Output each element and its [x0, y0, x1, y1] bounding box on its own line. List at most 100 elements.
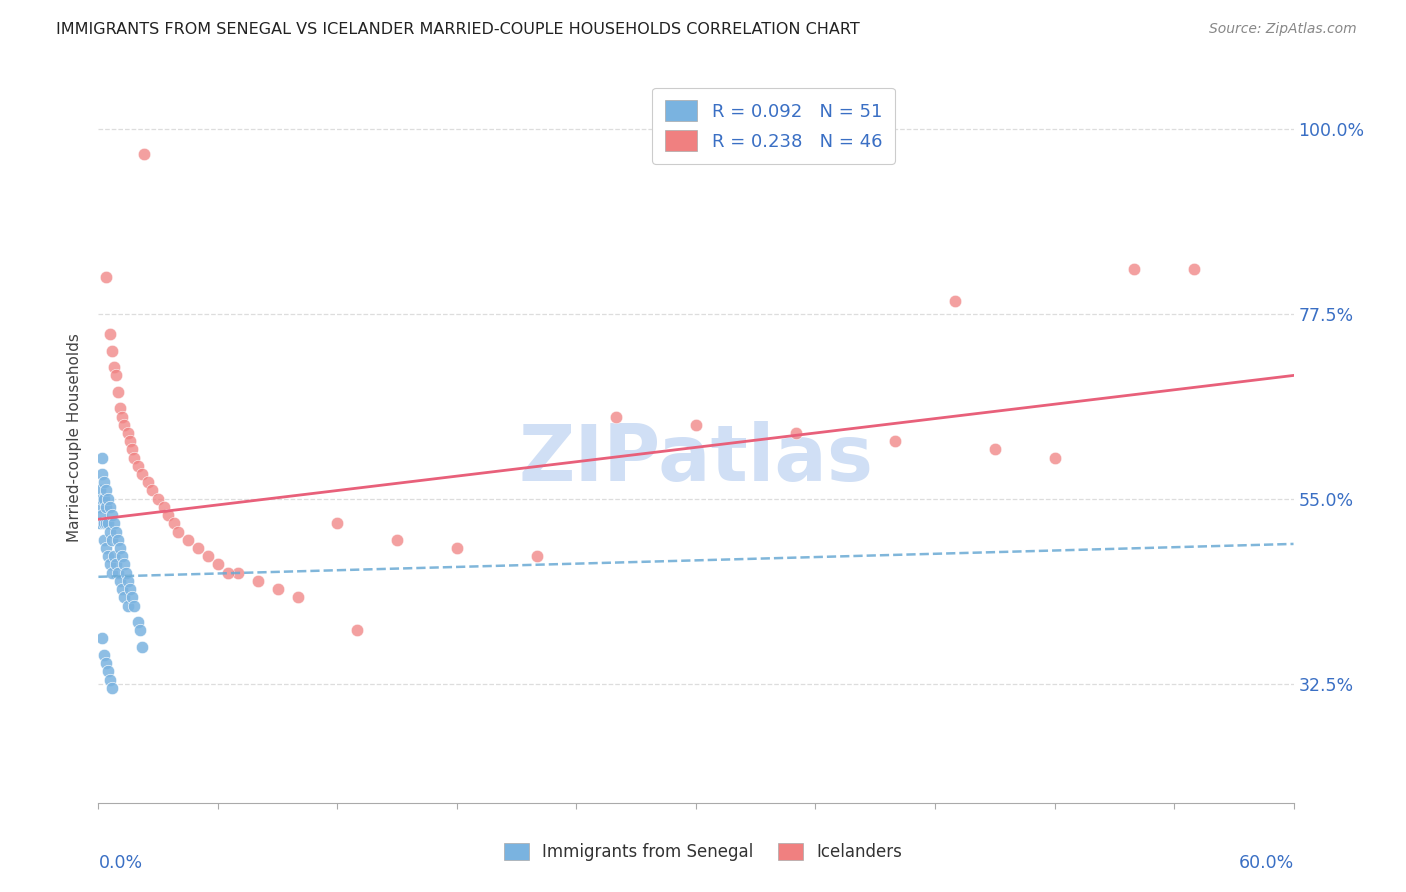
- Point: [117, 599, 139, 613]
- Point: [148, 491, 170, 506]
- Point: [134, 146, 156, 161]
- Point: [101, 533, 124, 547]
- Point: [93, 648, 115, 662]
- Point: [93, 491, 115, 506]
- Point: [226, 566, 249, 580]
- Text: ZIPatlas: ZIPatlas: [519, 421, 873, 497]
- Point: [112, 591, 135, 605]
- Text: 60.0%: 60.0%: [1239, 854, 1294, 872]
- Point: [526, 549, 548, 564]
- Point: [141, 483, 163, 498]
- Point: [101, 566, 124, 580]
- Point: [91, 508, 114, 523]
- Point: [136, 475, 159, 490]
- Point: [131, 467, 153, 481]
- Text: IMMIGRANTS FROM SENEGAL VS ICELANDER MARRIED-COUPLE HOUSEHOLDS CORRELATION CHART: IMMIGRANTS FROM SENEGAL VS ICELANDER MAR…: [56, 22, 860, 37]
- Point: [107, 533, 129, 547]
- Point: [1182, 261, 1205, 276]
- Legend: R = 0.092   N = 51, R = 0.238   N = 46: R = 0.092 N = 51, R = 0.238 N = 46: [652, 87, 896, 164]
- Point: [91, 632, 114, 646]
- Point: [129, 624, 152, 638]
- Point: [111, 409, 134, 424]
- Point: [97, 491, 120, 506]
- Point: [326, 516, 349, 531]
- Point: [103, 360, 125, 375]
- Point: [127, 615, 149, 629]
- Point: [446, 541, 468, 555]
- Point: [605, 409, 627, 424]
- Point: [111, 549, 134, 564]
- Point: [103, 516, 125, 531]
- Point: [217, 566, 239, 580]
- Y-axis label: Married-couple Households: Married-couple Households: [67, 333, 83, 541]
- Point: [96, 269, 118, 284]
- Point: [246, 574, 269, 588]
- Point: [101, 681, 124, 695]
- Legend: Immigrants from Senegal, Icelanders: Immigrants from Senegal, Icelanders: [496, 836, 910, 868]
- Point: [785, 425, 807, 440]
- Point: [97, 665, 120, 679]
- Point: [157, 508, 180, 523]
- Point: [884, 434, 907, 449]
- Point: [98, 327, 122, 342]
- Point: [96, 656, 118, 670]
- Point: [91, 467, 114, 481]
- Point: [112, 417, 135, 432]
- Point: [267, 582, 290, 596]
- Point: [101, 508, 124, 523]
- Point: [177, 533, 200, 547]
- Point: [120, 434, 142, 449]
- Point: [91, 450, 114, 465]
- Point: [121, 591, 143, 605]
- Point: [98, 558, 122, 572]
- Point: [115, 566, 138, 580]
- Point: [97, 549, 120, 564]
- Text: Source: ZipAtlas.com: Source: ZipAtlas.com: [1209, 22, 1357, 37]
- Point: [120, 582, 142, 596]
- Point: [943, 294, 966, 309]
- Point: [167, 524, 190, 539]
- Point: [207, 558, 229, 572]
- Text: 0.0%: 0.0%: [98, 854, 142, 872]
- Point: [96, 500, 118, 514]
- Point: [98, 524, 122, 539]
- Point: [89, 483, 111, 498]
- Point: [96, 541, 118, 555]
- Point: [93, 516, 115, 531]
- Point: [110, 574, 132, 588]
- Point: [124, 599, 146, 613]
- Point: [89, 500, 111, 514]
- Point: [105, 524, 128, 539]
- Point: [287, 591, 309, 605]
- Point: [112, 558, 135, 572]
- Point: [685, 417, 707, 432]
- Point: [93, 475, 115, 490]
- Point: [385, 533, 409, 547]
- Point: [124, 450, 146, 465]
- Point: [111, 582, 134, 596]
- Point: [105, 368, 128, 383]
- Point: [107, 384, 129, 399]
- Point: [91, 491, 114, 506]
- Point: [984, 442, 1007, 457]
- Point: [89, 516, 111, 531]
- Point: [110, 541, 132, 555]
- Point: [101, 343, 124, 358]
- Point: [110, 401, 132, 416]
- Point: [187, 541, 209, 555]
- Point: [98, 673, 122, 687]
- Point: [131, 640, 153, 654]
- Point: [1123, 261, 1146, 276]
- Point: [117, 574, 139, 588]
- Point: [117, 425, 139, 440]
- Point: [121, 442, 143, 457]
- Point: [97, 516, 120, 531]
- Point: [153, 500, 176, 514]
- Point: [163, 516, 186, 531]
- Point: [96, 483, 118, 498]
- Point: [127, 458, 149, 473]
- Point: [1043, 450, 1066, 465]
- Point: [197, 549, 219, 564]
- Point: [98, 500, 122, 514]
- Point: [103, 549, 125, 564]
